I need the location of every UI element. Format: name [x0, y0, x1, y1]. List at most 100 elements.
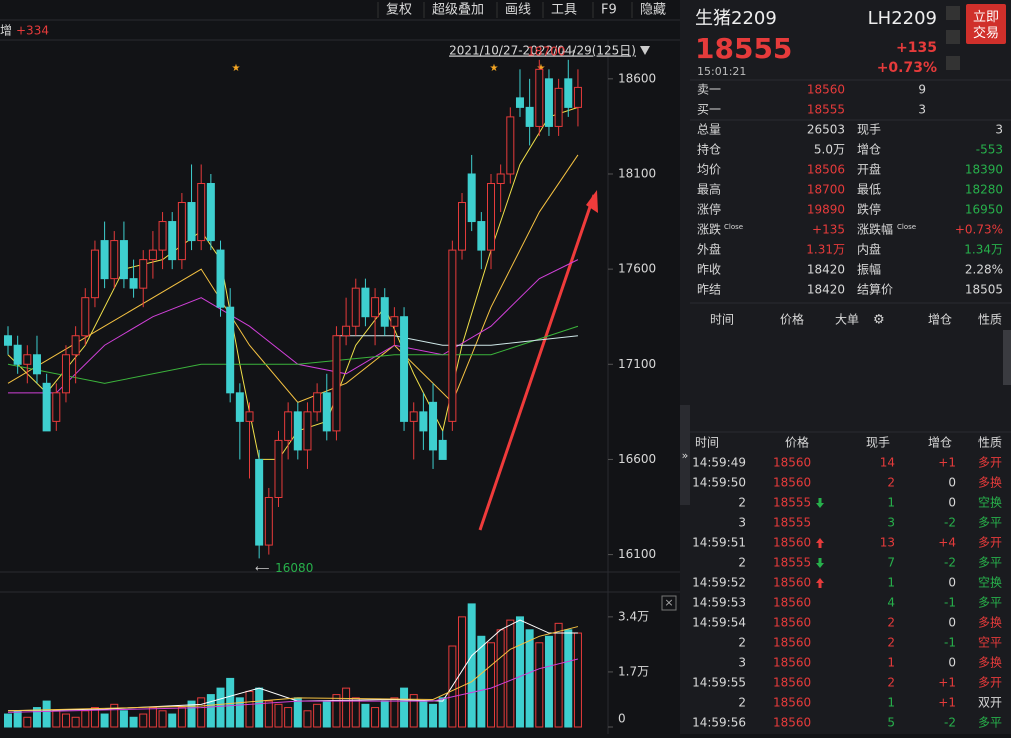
- y-tick-label: 18100: [618, 166, 656, 180]
- stat-value: 18700: [807, 183, 845, 197]
- tick-time: 14:59:52: [692, 576, 746, 590]
- candle-body: [332, 335, 341, 432]
- stat-label: 涨停: [697, 202, 721, 217]
- arrow-head: [586, 190, 598, 213]
- tick-arrow: [816, 578, 824, 588]
- stat-label: 外盘: [697, 242, 721, 257]
- stat-label: 最低: [857, 183, 881, 197]
- date-range: 2021/10/27-2022/04/29(125日): [449, 44, 636, 58]
- tick-nature: 多开: [978, 536, 1002, 550]
- candle-body: [342, 325, 351, 337]
- tick-time: 2: [738, 496, 746, 510]
- tick-qty: 1: [887, 576, 895, 590]
- tick-time: 14:59:49: [692, 456, 746, 470]
- candle-body: [23, 354, 32, 365]
- candle-body: [525, 106, 534, 127]
- volume-bar: [206, 694, 215, 728]
- tick-nature: 多平: [978, 716, 1002, 730]
- volume-ma-line: [7, 626, 579, 712]
- candle-body: [187, 202, 196, 242]
- icon-edit[interactable]: [946, 56, 960, 70]
- toolbar-item[interactable]: 隐藏: [640, 3, 666, 18]
- tick-nature: 多平: [978, 596, 1002, 610]
- volume-bar: [342, 687, 351, 728]
- stat-value: 18420: [807, 263, 845, 277]
- tick-oi: -2: [944, 716, 956, 730]
- book-price: 18560: [807, 83, 845, 97]
- icon-add[interactable]: [946, 6, 960, 20]
- candle-body: [313, 392, 322, 413]
- book-label: 买一: [697, 103, 721, 117]
- volume-bar: [390, 697, 399, 728]
- candle-body: [284, 411, 293, 441]
- ma-line: [7, 154, 579, 404]
- contract-code: LH2209: [868, 8, 937, 29]
- tick-price: 18555: [773, 556, 811, 570]
- tick-nature: 多开: [978, 676, 1002, 690]
- arrow-glyph: ⟵: [255, 563, 269, 574]
- candle-body: [487, 183, 495, 251]
- stat-value: 1.31万: [806, 243, 845, 257]
- candle-body: [4, 335, 12, 346]
- trade-button[interactable]: [966, 4, 1006, 44]
- candle-body: [90, 249, 99, 299]
- toolbar-item[interactable]: F9: [601, 3, 617, 18]
- candle-body: [197, 183, 206, 242]
- volume-bar: [477, 635, 486, 728]
- tick-qty: 3: [887, 516, 895, 530]
- candle-body: [467, 173, 476, 223]
- max-label: 18700: [527, 44, 565, 58]
- dropdown[interactable]: [640, 46, 650, 55]
- tick-nature: 空换: [978, 576, 1002, 590]
- candle-body: [148, 249, 157, 261]
- candle-body: [13, 344, 22, 365]
- stat-label: 跌停: [857, 202, 881, 217]
- toolbar-item[interactable]: 复权: [386, 2, 412, 18]
- candle-body: [322, 392, 331, 432]
- contract-name: 生猪2209: [695, 8, 777, 29]
- toolbar-item[interactable]: 画线: [505, 3, 531, 18]
- candle-body: [371, 297, 380, 318]
- volume-bar: [293, 697, 302, 728]
- toolbar-item[interactable]: 超级叠加: [432, 3, 484, 18]
- tick-qty: 2: [887, 636, 895, 650]
- volume-bar: [13, 710, 22, 728]
- candle-body: [409, 411, 418, 422]
- collapse-icon: »: [682, 449, 689, 462]
- big-order-header: 大单: [835, 313, 859, 327]
- tick-nature: 多开: [978, 456, 1002, 470]
- tick-oi: 0: [948, 476, 956, 490]
- volume-bar: [284, 707, 293, 728]
- stat-value: 5.0万: [814, 143, 845, 157]
- candle-body: [264, 496, 273, 546]
- tick-time: 14:59:56: [692, 716, 746, 730]
- candle-body: [554, 87, 563, 127]
- change-pct: +0.73%: [877, 60, 937, 76]
- tick-price: 18560: [773, 536, 811, 550]
- volume-bar: [23, 716, 32, 728]
- close-button[interactable]: [661, 595, 677, 611]
- tick-arrow: [816, 558, 824, 568]
- scrollbar[interactable]: [1003, 330, 1011, 385]
- stat-sup: Close: [724, 223, 743, 231]
- big-order-header: 性质: [978, 313, 1002, 327]
- stat-label: 最高: [697, 182, 721, 197]
- candle-body: [216, 249, 225, 308]
- tick-time: 14:59:54: [692, 616, 746, 630]
- stat-label: 总量: [697, 123, 721, 137]
- y-tick-label: 0: [618, 712, 626, 726]
- volume-bar: [573, 632, 582, 728]
- tick-time: 2: [738, 696, 746, 710]
- volume-bar: [61, 713, 70, 728]
- candle-body: [235, 392, 244, 422]
- volume-bar: [71, 716, 80, 728]
- icon-bell[interactable]: [946, 30, 960, 44]
- toolbar-item[interactable]: 工具: [551, 3, 577, 18]
- side-bg: [680, 0, 1011, 734]
- collapse-tab[interactable]: [680, 405, 690, 505]
- volume-bar: [371, 707, 380, 728]
- y-tick-label: 17600: [618, 262, 656, 276]
- volume-bar: [187, 700, 196, 728]
- ma-line: [7, 325, 579, 384]
- volume-bar: [458, 616, 467, 728]
